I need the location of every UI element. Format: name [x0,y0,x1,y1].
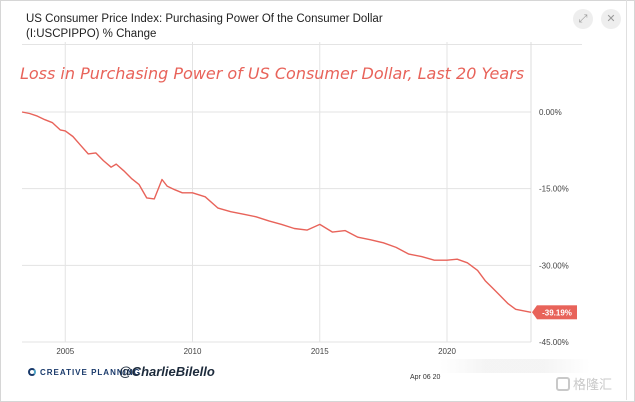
y-tick-label: -15.00% [539,185,569,194]
y-tick-label: -45.00% [539,338,569,347]
x-tick-label: 2010 [184,347,202,356]
last-value-layer: -39.19% [532,305,577,320]
chart-annotation: Loss in Purchasing Power of US Consumer … [20,64,524,83]
last-value-box [537,305,577,320]
header-divider [22,44,582,45]
series-line-0 [21,111,532,313]
expand-icon[interactable]: ⤢ [573,9,593,29]
brand-logo: CREATIVE PLANNING [28,368,141,377]
watermark-text: 格隆汇 [573,377,613,392]
last-value-label: -39.19% [542,308,572,317]
blurred-area [440,359,590,373]
x-tick-label: 2005 [56,347,74,356]
x-tick-label: 2020 [438,347,456,356]
brand-mark-icon [28,368,36,376]
watermark-logo-icon [556,377,570,391]
footer-date: Apr 06 20 [410,374,441,381]
y-axis-labels: 0.00% -15.00% -30.00% -45.00% [539,108,569,347]
x-tick-label: 2015 [311,347,329,356]
chart-header-title: US Consumer Price Index: Purchasing Powe… [26,13,383,40]
last-value-pointer [532,305,537,320]
brand-name: CREATIVE PLANNING [40,368,141,377]
series-layer [21,111,532,313]
watermark: 格隆汇 [556,374,612,393]
x-axis-labels: 2005 2010 2015 2020 [56,347,456,356]
card-edge [626,0,627,400]
close-icon[interactable]: ✕ [601,9,621,29]
y-tick-label: 0.00% [539,108,562,117]
chart-grid [22,42,532,343]
author-handle: @CharlieBilello [119,364,215,379]
y-tick-label: -30.00% [539,261,569,270]
